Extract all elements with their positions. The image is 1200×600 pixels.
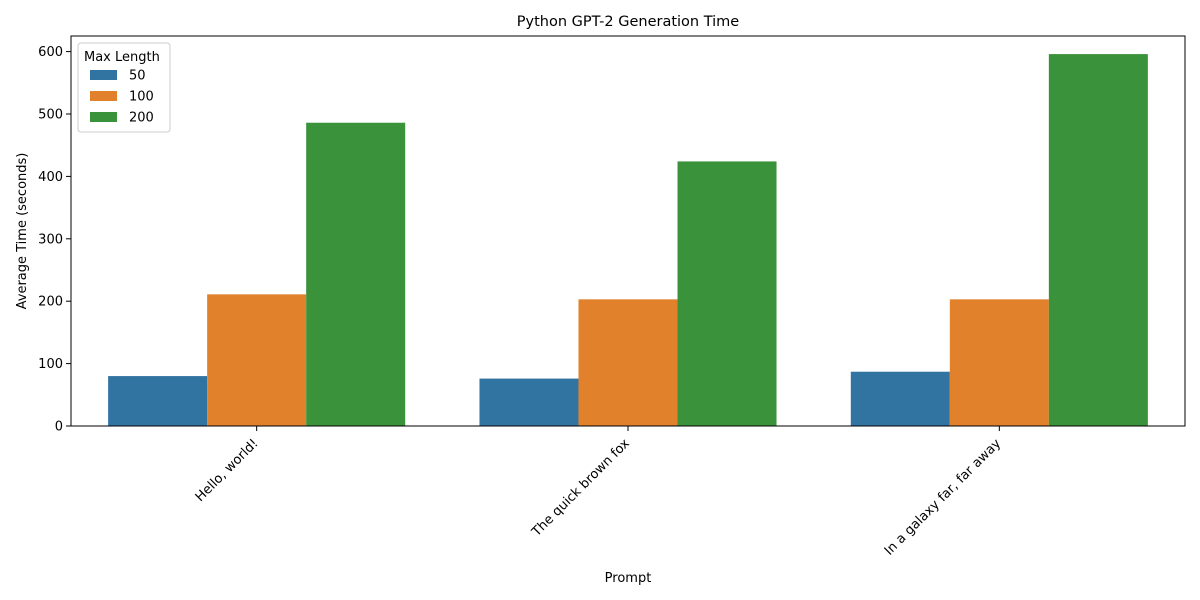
legend-box (77, 42, 171, 133)
legend-title: Max Length (84, 50, 160, 65)
bar-100-1 (578, 299, 678, 426)
x-tick-label: Hello, world! (193, 436, 262, 505)
legend: Max Length 50 100 200 (77, 42, 171, 133)
y-axis-ticks: 0 100 200 300 400 500 600 (38, 45, 71, 435)
chart-title: Python GPT-2 Generation Time (517, 14, 740, 30)
bars-layer (108, 54, 1148, 427)
y-tick-label: 0 (55, 420, 63, 435)
y-tick-label: 500 (38, 108, 63, 123)
bar-50-2 (850, 371, 950, 426)
bar-100-2 (949, 299, 1049, 426)
x-axis-title: Prompt (605, 571, 652, 586)
legend-swatch-50 (90, 70, 117, 80)
bar-200-2 (1048, 54, 1148, 426)
y-tick-label: 600 (38, 45, 63, 60)
y-tick-label: 400 (38, 170, 63, 185)
legend-swatch-200 (90, 112, 117, 122)
y-tick-label: 300 (38, 232, 63, 247)
legend-swatch-100 (90, 91, 117, 101)
legend-items: 50 100 200 (90, 69, 154, 126)
x-tick-label: In a galaxy far, far away (882, 436, 1005, 559)
legend-label-100: 100 (129, 90, 154, 105)
bar-50-0 (108, 376, 208, 426)
plot-frame (70, 35, 1186, 427)
y-tick-label: 100 (38, 357, 63, 372)
y-axis-title: Average Time (seconds) (15, 153, 30, 310)
y-tick-label: 200 (38, 295, 63, 310)
x-tick-label: The quick brown fox (529, 436, 633, 540)
bar-100-0 (207, 294, 307, 426)
legend-label-50: 50 (129, 69, 146, 84)
legend-label-200: 200 (129, 111, 154, 126)
bar-50-1 (479, 378, 579, 426)
bar-200-0 (306, 122, 406, 427)
x-axis-ticks: Hello, world! The quick brown fox In a gal… (193, 426, 1005, 559)
bar-200-1 (677, 161, 777, 426)
